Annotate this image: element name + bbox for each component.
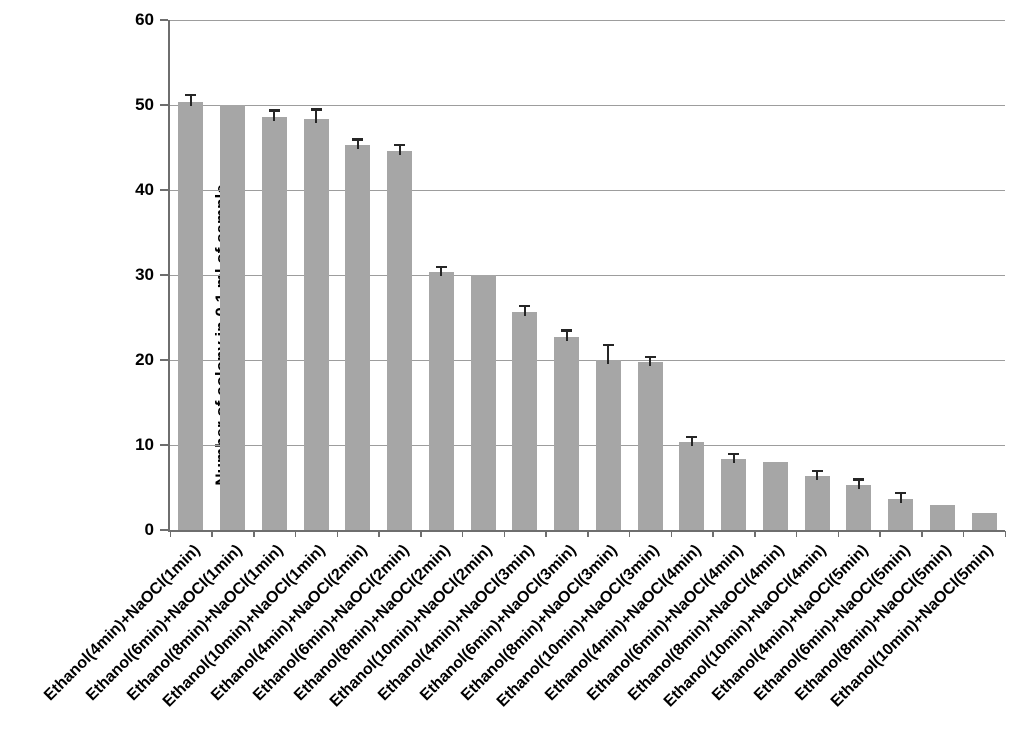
x-axis-tick <box>587 531 589 537</box>
x-axis-tick <box>503 531 505 537</box>
x-axis-tick <box>378 531 380 537</box>
y-tick-label-30: 30 <box>135 265 154 284</box>
error-bar <box>649 356 652 366</box>
error-bar <box>523 305 526 316</box>
gridline-10 <box>170 444 1005 446</box>
error-bar-cap <box>644 355 656 359</box>
x-axis-tick <box>921 531 923 537</box>
bar <box>303 119 329 530</box>
error-bar-cap <box>310 108 322 111</box>
x-axis-tick <box>628 531 631 537</box>
error-bar-cap <box>394 143 406 147</box>
error-bar-cap <box>519 304 531 308</box>
gridline-50 <box>170 104 1005 106</box>
y-axis-tick-10 <box>160 444 168 446</box>
bar <box>512 311 538 530</box>
error-bar <box>732 453 735 464</box>
gridline-20 <box>170 359 1005 361</box>
error-bar-cap <box>185 93 197 97</box>
x-axis-tick <box>253 531 255 537</box>
error-bar-cap <box>686 435 698 438</box>
x-axis-tick <box>336 531 338 537</box>
x-axis-tick <box>879 531 881 537</box>
error-bar-cap <box>435 265 447 268</box>
x-axis-tick <box>670 531 672 537</box>
bar <box>428 272 454 530</box>
error-bar <box>690 436 693 447</box>
error-bar-cap <box>561 329 573 332</box>
bar <box>345 144 371 530</box>
gridline-60 <box>170 19 1005 21</box>
y-axis-tick-0 <box>160 529 168 531</box>
bar <box>846 484 872 530</box>
x-axis-tick <box>1004 531 1006 537</box>
error-bar-cap <box>895 491 907 495</box>
y-axis-tick-40 <box>160 189 168 191</box>
y-tick-label-0: 0 <box>144 520 154 539</box>
bar <box>721 459 747 530</box>
error-bar <box>189 94 192 106</box>
error-bar <box>565 330 568 342</box>
bar <box>220 105 246 530</box>
error-bar <box>356 139 359 149</box>
error-bar-cap <box>811 469 823 472</box>
x-axis-tick <box>795 531 798 537</box>
error-bar-cap <box>728 452 740 455</box>
bar <box>929 504 955 530</box>
x-axis-tick <box>545 531 547 537</box>
error-bar-cap <box>853 478 865 481</box>
error-bar <box>273 110 276 121</box>
error-bar <box>899 492 902 503</box>
plot-area: Number of colony in 0.1 ml of sample 010… <box>135 10 1006 539</box>
bar <box>762 462 788 530</box>
error-bar <box>816 470 819 481</box>
y-axis-tick-50 <box>160 104 168 106</box>
x-axis-tick <box>294 531 297 537</box>
y-axis-tick-20 <box>160 359 168 361</box>
bar <box>387 150 413 530</box>
bar <box>470 275 496 530</box>
bar <box>804 476 830 530</box>
error-bar <box>607 344 610 364</box>
x-axis-tick <box>420 531 422 537</box>
y-axis-tick-30 <box>160 274 168 276</box>
y-tick-label-10: 10 <box>135 435 154 454</box>
x-axis-tick <box>211 531 213 537</box>
y-tick-label-20: 20 <box>135 350 154 369</box>
gridline-30 <box>170 274 1005 276</box>
bar <box>595 360 621 530</box>
error-bar <box>440 266 443 277</box>
error-bar-cap <box>268 109 280 112</box>
error-bar <box>315 109 318 124</box>
x-axis-tick <box>169 531 171 537</box>
bar <box>679 442 705 530</box>
bar <box>554 337 580 530</box>
x-axis-tick <box>461 531 464 537</box>
error-bar-cap <box>352 138 364 141</box>
bar <box>637 361 663 530</box>
error-bar <box>857 479 860 489</box>
gridline-40 <box>170 189 1005 191</box>
bar <box>888 498 914 530</box>
error-bar <box>398 144 401 155</box>
x-axis-tick <box>962 531 965 537</box>
bar <box>178 101 204 530</box>
bar <box>261 116 287 530</box>
y-tick-label-50: 50 <box>135 95 154 114</box>
x-axis-tick <box>754 531 756 537</box>
y-tick-label-40: 40 <box>135 180 154 199</box>
y-axis-tick-60 <box>160 19 168 21</box>
y-tick-label-60: 60 <box>135 10 154 29</box>
bar <box>971 513 997 530</box>
x-axis-tick <box>837 531 839 537</box>
x-axis-tick <box>712 531 714 537</box>
error-bar-cap <box>602 343 614 347</box>
